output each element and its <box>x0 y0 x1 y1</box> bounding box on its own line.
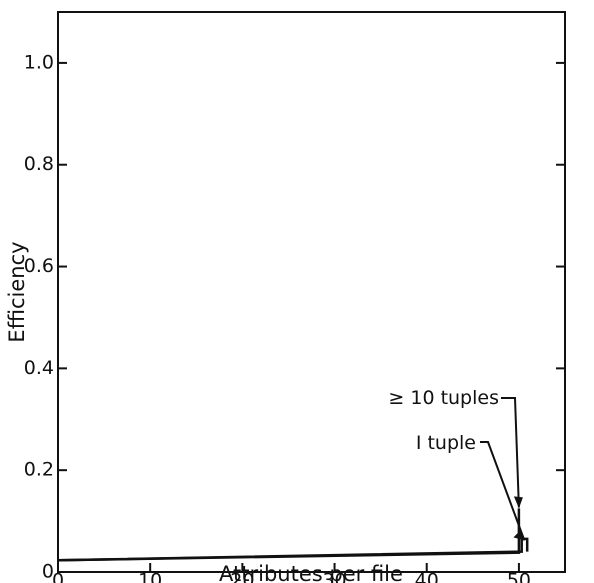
y-tick-label: 0.2 <box>24 459 54 481</box>
annotations: ≥ 10 tuples I tuple <box>388 387 526 541</box>
x-axis-title: Attributes per file <box>219 562 403 583</box>
annotation-one-tuple: I tuple <box>416 432 476 454</box>
x-tick-label: 30 <box>322 570 346 583</box>
series-line-one <box>57 537 529 562</box>
series-lines <box>57 508 529 562</box>
plot-frame <box>57 11 566 573</box>
y-axis-ticks: 0 0.2 0.4 0.6 0.8 1.0 <box>24 51 565 583</box>
annotation-one-arrowhead <box>513 530 525 541</box>
y-tick-label: 0.6 <box>24 255 54 277</box>
x-axis-ticks: 0 10 20 30 40 50 <box>52 563 531 583</box>
y-tick-label: 0 <box>42 561 54 583</box>
x-tick-label: 0 <box>52 570 64 583</box>
x-tick-label: 40 <box>415 570 439 583</box>
x-tick-label: 10 <box>138 570 162 583</box>
annotation-one-leader <box>480 441 526 541</box>
y-axis-title: Efficiency <box>5 241 29 342</box>
x-tick-label: 50 <box>507 570 531 583</box>
annotation-ge10-tuples: ≥ 10 tuples <box>388 387 499 409</box>
x-tick-label: 20 <box>230 570 254 583</box>
y-tick-label: 1.0 <box>24 51 54 73</box>
y-tick-label: 0.4 <box>24 357 54 379</box>
annotation-ge10-leader <box>501 397 520 508</box>
y-tick-label: 0.8 <box>24 153 54 175</box>
annotation-ge10-arrowhead <box>513 496 523 509</box>
